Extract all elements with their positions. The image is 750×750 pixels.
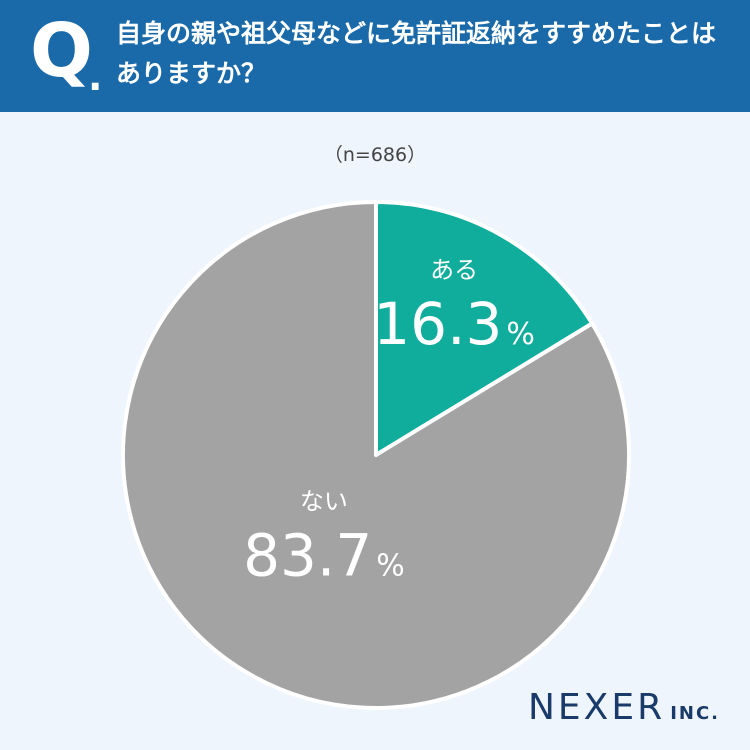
pie-slice-yes bbox=[374, 200, 595, 457]
question-text: 自身の親や祖父母などに免許証返納をすすめたことはありますか？ bbox=[116, 19, 717, 88]
slice-label-yes: ある bbox=[430, 256, 478, 284]
pie-slice-no bbox=[121, 200, 631, 710]
brand-suffix: INC. bbox=[670, 703, 720, 724]
brand-name: NEXER bbox=[527, 687, 666, 728]
sample-size: （n=686） bbox=[323, 144, 427, 166]
q-dot: . bbox=[88, 55, 103, 99]
question-header: Q . 自身の親や祖父母などに免許証返納をすすめたことはありますか？ bbox=[0, 0, 750, 112]
slice-label-no: ない bbox=[300, 488, 348, 516]
q-mark: Q bbox=[30, 8, 93, 94]
slice-value-no: 83.7% bbox=[243, 522, 405, 590]
brand-logo: NEXER INC. bbox=[528, 687, 720, 728]
slice-value-yes: 16.3% bbox=[373, 290, 535, 358]
